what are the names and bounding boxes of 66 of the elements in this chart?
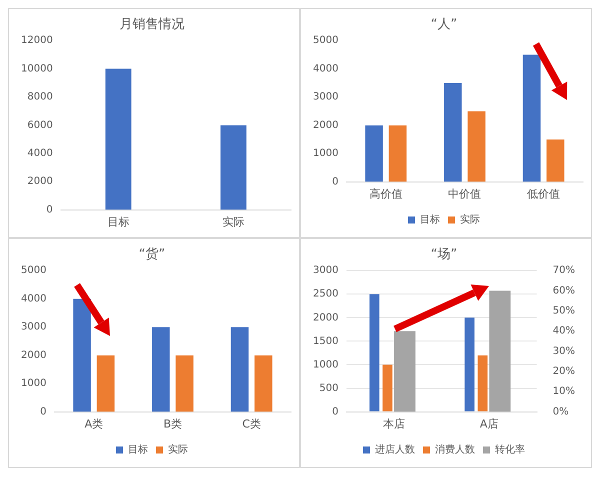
bar	[176, 355, 194, 412]
y-tick-label: 0	[40, 406, 46, 418]
y-tick-label: 12000	[21, 35, 53, 46]
legend-label: 转化率	[495, 444, 525, 456]
x-tick-label: 低价值	[527, 187, 560, 200]
y-tick-label: 5000	[20, 265, 46, 276]
y-tick-label: 10000	[21, 63, 53, 74]
y-tick-label: 2000	[27, 176, 53, 188]
y2-tick-label: 30%	[552, 346, 576, 357]
y-tick-label: 0	[332, 176, 338, 188]
y-tick-label: 2000	[312, 312, 338, 324]
bar	[365, 125, 383, 182]
y-tick-label: 0	[46, 204, 53, 216]
bar	[522, 54, 541, 182]
y-tick-label: 3000	[312, 92, 338, 103]
y-tick-label: 1000	[312, 359, 338, 370]
bar	[382, 364, 392, 412]
x-tick-label: 本店	[383, 417, 406, 430]
bar	[468, 111, 486, 182]
y-tick-label: 4000	[312, 63, 338, 74]
chart-title: 月销售情况	[120, 17, 184, 32]
y2-tick-label: 20%	[552, 366, 576, 378]
y-tick-label: 6000	[27, 120, 53, 131]
bar	[388, 125, 407, 182]
y2-tick-label: 50%	[552, 306, 576, 317]
x-tick-label: 中价值	[448, 187, 482, 200]
y2-tick-label: 0%	[552, 406, 569, 418]
bar	[230, 327, 249, 412]
y2-tick-label: 40%	[552, 326, 576, 337]
y-tick-label: 5000	[312, 35, 338, 46]
bar	[254, 355, 272, 412]
legend-label: 实际	[168, 444, 188, 456]
y-tick-label: 1000	[312, 148, 338, 160]
y-tick-label: 3000	[20, 322, 46, 333]
chart-title: “场”	[430, 247, 458, 262]
legend-label: 消费人数	[435, 444, 475, 456]
chart-title: “人”	[430, 17, 458, 32]
legend-label: 进店人数	[375, 444, 415, 456]
legend-label: 目标	[128, 444, 148, 456]
x-tick-label: A类	[84, 417, 104, 430]
y-tick-label: 2500	[312, 288, 338, 300]
y-tick-label: 4000	[20, 293, 46, 304]
chart-title: “货”	[138, 247, 166, 262]
y-tick-label: 1000	[20, 378, 46, 390]
x-tick-label: C类	[242, 417, 261, 430]
y-tick-label: 2000	[20, 350, 46, 361]
bar	[152, 327, 170, 412]
y-tick-label: 500	[319, 382, 338, 394]
y-tick-label: 4000	[27, 148, 53, 159]
y-tick-label: 1500	[312, 336, 338, 347]
x-tick-label: B类	[163, 417, 182, 430]
bar	[478, 355, 488, 412]
y-tick-label: 3000	[312, 265, 338, 276]
bar	[96, 355, 115, 412]
bar	[464, 318, 474, 412]
y-tick-label: 0	[332, 406, 338, 418]
y2-tick-label: 10%	[552, 386, 576, 398]
y-tick-label: 2000	[312, 120, 338, 131]
x-tick-label: A店	[480, 417, 498, 430]
bar	[369, 294, 380, 412]
bar	[444, 82, 462, 182]
y2-tick-label: 70%	[552, 265, 576, 276]
y2-tick-label: 60%	[552, 285, 576, 296]
x-tick-label: 高价值	[369, 187, 402, 200]
bar	[546, 139, 564, 182]
y-tick-label: 8000	[27, 92, 53, 103]
